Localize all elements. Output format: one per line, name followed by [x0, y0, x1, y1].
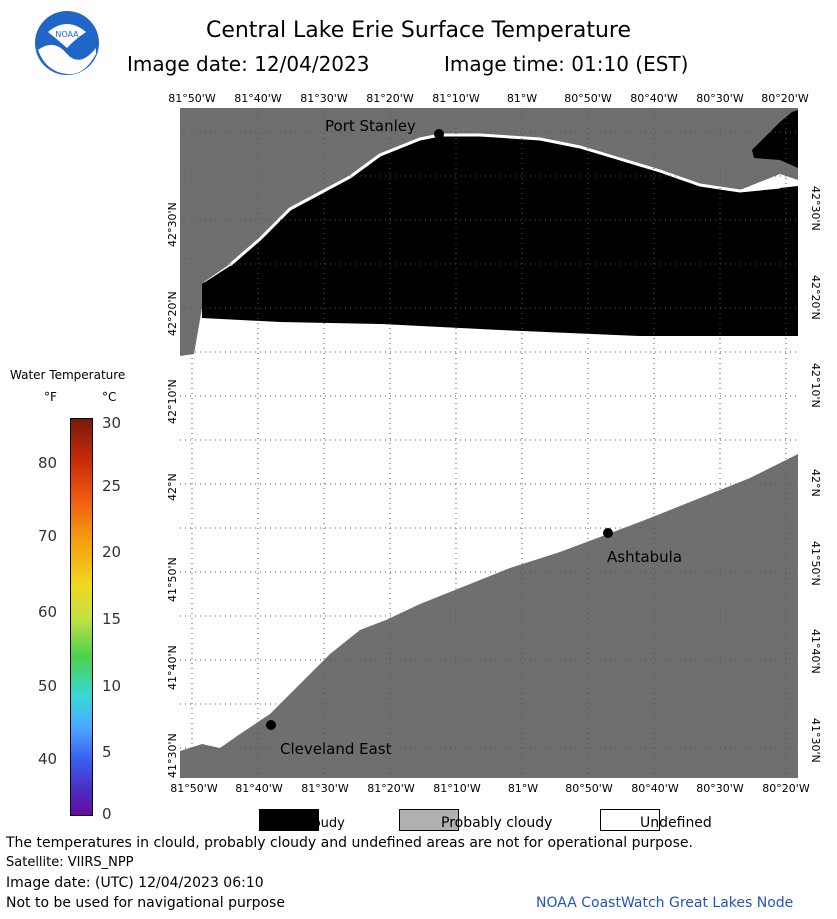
lat-tick-label: 42°30'N	[166, 202, 179, 247]
lon-tick-label: 80°40'W	[631, 782, 679, 795]
lon-tick-label: 80°20'W	[761, 92, 809, 105]
footer-satellite: Satellite: VIIRS_NPP	[6, 855, 134, 870]
image-time: Image time: 01:10 (EST)	[444, 52, 689, 76]
lon-tick-label: 81°20'W	[367, 782, 415, 795]
legend-unit-c: °C	[102, 390, 117, 404]
ashtabula-marker	[603, 528, 613, 538]
lon-tick-label: 81°10'W	[433, 782, 481, 795]
legend-c-label: 0	[102, 805, 112, 823]
lon-tick-label: 80°50'W	[564, 92, 612, 105]
logo-text: NOAA	[55, 30, 79, 39]
south-shore-land	[180, 454, 798, 778]
legend-c-label: 15	[102, 610, 122, 628]
cloud-region	[202, 136, 798, 336]
lon-tick-label: 81°50'W	[168, 92, 216, 105]
key-probably-cloudy-swatch	[399, 809, 459, 831]
lat-tick-label: 42°10'N	[166, 379, 179, 424]
map-panel	[180, 108, 798, 778]
north-shore-land	[180, 108, 798, 356]
lon-tick-label: 81°30'W	[300, 92, 348, 105]
lat-tick-label: 42°10'N	[809, 363, 822, 408]
lon-tick-label: 80°30'W	[696, 782, 744, 795]
graticule	[180, 108, 798, 778]
place-label-port-stanley: Port Stanley	[325, 117, 416, 135]
footer-disclaimer: The temperatures in clould, probably clo…	[6, 835, 693, 851]
legend-f-label: 50	[38, 677, 58, 695]
lon-tick-label: 81°W	[506, 92, 538, 105]
place-label-ashtabula: Ashtabula	[607, 548, 683, 566]
lon-tick-label: 81°30'W	[301, 782, 349, 795]
lon-tick-label: 81°40'W	[234, 92, 282, 105]
noaa-logo-icon: NOAA	[35, 11, 99, 75]
key-cloudy-swatch	[259, 809, 319, 831]
key-cloudy-label: Cloudy	[300, 816, 345, 831]
footer-credit: NOAA CoastWatch Great Lakes Node	[536, 895, 794, 911]
key-undefined-swatch	[600, 809, 660, 831]
legend-unit-f: °F	[44, 390, 57, 404]
place-label-cleveland-east: Cleveland East	[280, 740, 392, 758]
lat-tick-label: 42°N	[166, 473, 179, 501]
lon-tick-label: 81°W	[507, 782, 539, 795]
legend-f-label: 40	[38, 750, 58, 768]
temperature-color-bar	[70, 418, 93, 816]
legend-c-label: 5	[102, 743, 112, 761]
page-title: Central Lake Erie Surface Temperature	[205, 18, 632, 43]
lat-tick-label: 41°30'N	[809, 718, 822, 763]
lat-tick-label: 42°N	[809, 469, 822, 497]
noaa-logo: NOAA	[34, 10, 100, 76]
legend-f-label: 80	[38, 454, 58, 472]
lon-tick-label: 81°40'W	[235, 782, 283, 795]
lat-tick-label: 42°30'N	[809, 186, 822, 231]
lon-tick-label: 81°10'W	[432, 92, 480, 105]
key-undefined-label: Undefined	[640, 815, 712, 831]
legend-f-label: 70	[38, 527, 58, 545]
key-probably-cloudy-label: Probably cloudy	[441, 815, 553, 831]
lat-tick-label: 42°20'N	[166, 291, 179, 336]
lon-tick-label: 80°20'W	[762, 782, 810, 795]
shore-fringe	[229, 133, 781, 267]
lat-tick-label: 41°50'N	[809, 541, 822, 586]
legend-f-label: 60	[38, 603, 58, 621]
lon-tick-label: 81°50'W	[170, 782, 218, 795]
lat-tick-label: 41°50'N	[166, 557, 179, 602]
lon-tick-label: 80°40'W	[630, 92, 678, 105]
lat-tick-label: 41°40'N	[809, 629, 822, 674]
legend-title: Water Temperature	[10, 368, 126, 382]
lat-tick-label: 41°30'N	[166, 733, 179, 778]
lat-tick-label: 42°20'N	[809, 275, 822, 320]
legend-c-label: 10	[102, 677, 122, 695]
map-svg	[180, 108, 798, 778]
port-stanley-marker	[434, 129, 444, 139]
lon-tick-label: 81°20'W	[366, 92, 414, 105]
footer-utc-date: Image date: (UTC) 12/04/2023 06:10	[6, 875, 264, 891]
image-date: Image date: 12/04/2023	[127, 52, 370, 76]
cleveland-east-marker	[266, 720, 276, 730]
lon-tick-label: 80°50'W	[565, 782, 613, 795]
footer-navigation: Not to be used for navigational purpose	[6, 895, 285, 911]
lon-tick-label: 80°30'W	[696, 92, 744, 105]
legend-c-label: 30	[102, 414, 122, 432]
legend-c-label: 25	[102, 477, 122, 495]
legend-c-label: 20	[102, 543, 122, 561]
lat-tick-label: 41°40'N	[166, 645, 179, 690]
